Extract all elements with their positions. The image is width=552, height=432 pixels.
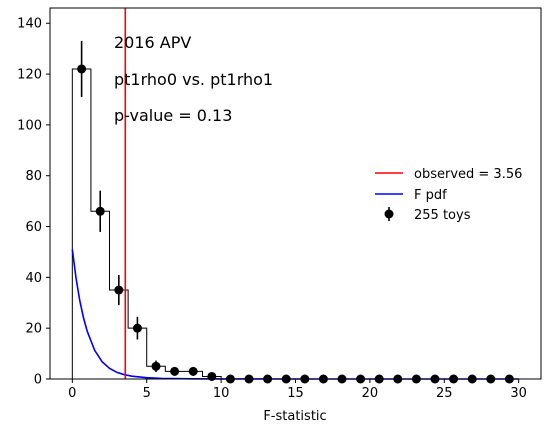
y-tick-label: 0 xyxy=(34,373,42,388)
toy-point xyxy=(95,206,105,216)
legend-observed-label: observed = 3.56 xyxy=(414,167,522,182)
toy-point xyxy=(77,64,87,74)
y-tick-label: 140 xyxy=(17,17,42,32)
legend-toys-marker xyxy=(384,209,394,219)
x-axis-label: F-statistic xyxy=(263,409,326,424)
toy-point xyxy=(132,323,142,333)
x-tick-label: 5 xyxy=(143,386,151,401)
x-tick-label: 25 xyxy=(436,386,453,401)
legend-fpdf-label: F pdf xyxy=(414,188,447,203)
toy-point xyxy=(151,361,161,371)
y-tick-label: 120 xyxy=(17,68,42,83)
x-tick-label: 20 xyxy=(362,386,379,401)
y-tick-label: 100 xyxy=(17,118,42,133)
x-tick-label: 30 xyxy=(510,386,527,401)
x-tick-label: 15 xyxy=(287,386,304,401)
annotation-comparison: pt1rho0 vs. pt1rho1 xyxy=(114,70,273,89)
x-tick-label: 0 xyxy=(68,386,76,401)
annotation-dataset: 2016 APV xyxy=(114,33,191,52)
x-tick-label: 10 xyxy=(213,386,230,401)
legend-toys-label: 255 toys xyxy=(414,208,471,223)
y-tick-label: 40 xyxy=(25,271,42,286)
annotation-p-value: p-value = 0.13 xyxy=(114,106,232,125)
x-axis: 0 5 10 15 20 25 30 xyxy=(68,379,527,401)
plot-frame xyxy=(49,7,542,380)
toy-point xyxy=(207,371,217,381)
y-axis: 0 20 40 60 80 100 120 140 xyxy=(17,17,50,388)
plot-area xyxy=(71,8,519,384)
legend: observed = 3.56 F pdf 255 toys xyxy=(375,167,522,223)
fpdf-curve xyxy=(71,249,519,380)
y-tick-label: 20 xyxy=(25,322,42,337)
y-tick-label: 80 xyxy=(25,169,42,184)
toy-point xyxy=(114,285,124,295)
y-tick-label: 60 xyxy=(25,220,42,235)
toy-point xyxy=(188,366,198,376)
toy-point xyxy=(170,366,180,376)
